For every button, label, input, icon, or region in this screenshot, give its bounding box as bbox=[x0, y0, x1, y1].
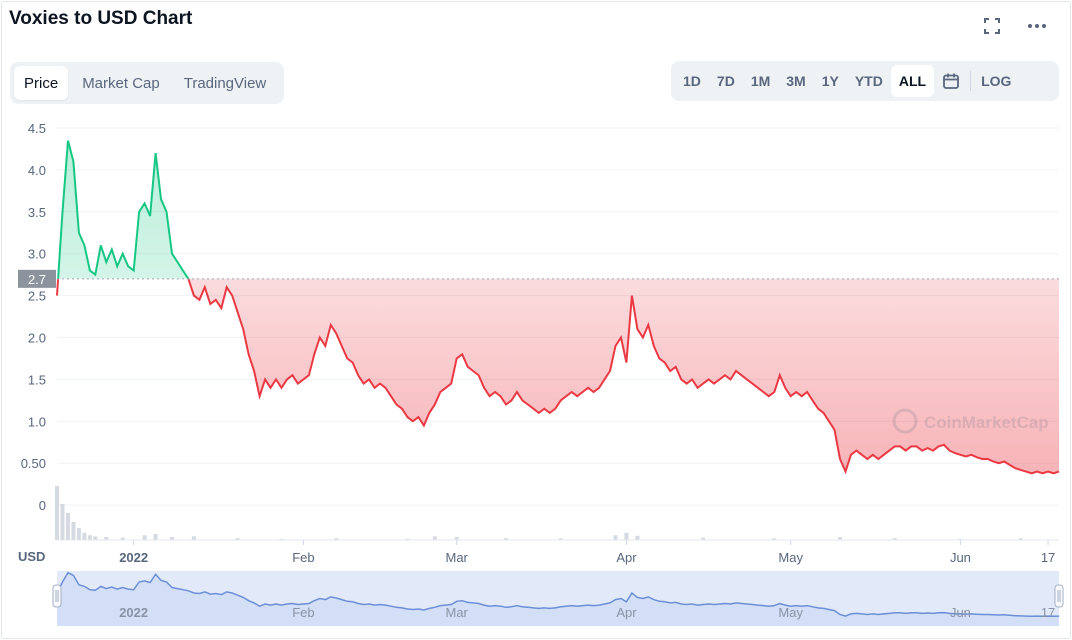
volume-bar bbox=[169, 537, 174, 540]
volume-bar bbox=[558, 538, 563, 540]
navigator-x-label: Jun bbox=[950, 605, 971, 620]
volume-bar bbox=[82, 532, 87, 540]
navigator-x-label: Mar bbox=[446, 605, 469, 620]
navigator-line bbox=[56, 571, 1060, 618]
y-tick-label: 3.0 bbox=[28, 247, 46, 262]
currency-label: USD bbox=[18, 549, 45, 564]
volume-bar bbox=[1018, 538, 1023, 540]
x-tick-label: Mar bbox=[446, 550, 469, 565]
volume-bar bbox=[701, 537, 706, 540]
volume-bar bbox=[279, 538, 284, 540]
fullscreen-icon[interactable] bbox=[980, 14, 1004, 38]
y-tick-label: 4.5 bbox=[28, 121, 46, 136]
calendar-icon[interactable] bbox=[934, 65, 968, 97]
volume-bar bbox=[76, 528, 81, 540]
x-tick-label: May bbox=[778, 550, 803, 565]
range-1d-button[interactable]: 1D bbox=[683, 73, 701, 89]
y-tick-label: 1.5 bbox=[28, 372, 46, 387]
volume-bar bbox=[454, 537, 459, 540]
volume-bar bbox=[635, 535, 640, 540]
volume-bar bbox=[191, 536, 196, 540]
more-icon[interactable] bbox=[1025, 14, 1049, 38]
navigator-x-label: 17 bbox=[1041, 605, 1055, 620]
y-tick-label: 2.0 bbox=[28, 331, 46, 346]
range-3m-button[interactable]: 3M bbox=[786, 73, 806, 89]
volume-bar bbox=[958, 538, 963, 540]
volume-bar bbox=[613, 535, 618, 540]
range-1y-button[interactable]: 1Y bbox=[821, 73, 839, 89]
baseline-label: 2.7 bbox=[28, 272, 46, 287]
x-tick-label: Jun bbox=[950, 550, 971, 565]
volume-bar bbox=[837, 537, 842, 540]
volume-bar bbox=[624, 532, 629, 540]
tab-tradingview[interactable]: TradingView bbox=[183, 74, 267, 92]
y-tick-label: 2.5 bbox=[28, 289, 46, 304]
baseline-tag bbox=[18, 269, 56, 288]
volume-bar bbox=[87, 535, 92, 540]
navigator-x-label: Feb bbox=[292, 605, 314, 620]
volume-bar bbox=[60, 504, 65, 540]
log-scale-button[interactable]: LOG bbox=[981, 73, 1012, 89]
volume-bar bbox=[892, 538, 897, 540]
price-area-up bbox=[57, 140, 1059, 279]
navigator-handle-left[interactable] bbox=[52, 584, 62, 608]
volume-bar bbox=[405, 538, 410, 540]
chart-title: Voxies to USD Chart bbox=[9, 8, 193, 29]
x-tick-label: Apr bbox=[616, 550, 637, 565]
range-ytd-button[interactable]: YTD bbox=[854, 73, 883, 89]
watermark-text: CoinMarketCap bbox=[924, 413, 1049, 432]
y-tick-label: 0.50 bbox=[21, 456, 46, 471]
navigator-x-label: 2022 bbox=[119, 605, 148, 620]
coinmarketcap-logo-icon bbox=[892, 408, 918, 434]
navigator-x-label: Apr bbox=[616, 605, 637, 620]
volume-bar bbox=[55, 486, 59, 540]
x-tick-label: 2022 bbox=[119, 550, 148, 565]
y-tick-label: 3.5 bbox=[28, 205, 46, 220]
volume-bar bbox=[142, 535, 147, 540]
range-selector: 1D 7D 1M 3M 1Y YTD ALL LOG bbox=[671, 61, 1059, 101]
range-7d-button[interactable]: 7D bbox=[716, 73, 735, 89]
volume-bar bbox=[120, 537, 125, 540]
navigator-x-label: May bbox=[778, 605, 803, 620]
volume-bar bbox=[432, 536, 437, 540]
volume-bar bbox=[235, 538, 240, 540]
x-tick-label: Feb bbox=[292, 550, 314, 565]
volume-bar bbox=[65, 513, 70, 540]
volume-bar bbox=[104, 537, 109, 540]
y-tick-label: 1.0 bbox=[28, 414, 46, 429]
range-separator bbox=[970, 71, 972, 91]
price-area-down bbox=[57, 278, 1059, 474]
volume-bar bbox=[772, 538, 777, 540]
volume-bar bbox=[71, 522, 76, 540]
watermark: CoinMarketCap bbox=[892, 408, 1049, 434]
volume-bar bbox=[153, 534, 158, 540]
tab-market-cap[interactable]: Market Cap bbox=[82, 74, 160, 92]
range-1m-button[interactable]: 1M bbox=[750, 73, 771, 89]
navigator-handle-right[interactable] bbox=[1054, 584, 1064, 608]
volume-bar bbox=[334, 538, 339, 540]
y-tick-label: 0 bbox=[39, 498, 46, 513]
chart-tabs: Price Market Cap TradingView bbox=[10, 62, 285, 104]
tab-price[interactable]: Price bbox=[14, 66, 69, 100]
volume-bar bbox=[503, 538, 508, 540]
volume-bar bbox=[93, 536, 98, 540]
y-tick-label: 4.0 bbox=[28, 163, 46, 178]
range-all-button[interactable]: ALL bbox=[890, 65, 935, 97]
price-line-down bbox=[56, 278, 1060, 475]
x-tick-label: 17 bbox=[1041, 550, 1055, 565]
navigator-area bbox=[57, 572, 1059, 626]
